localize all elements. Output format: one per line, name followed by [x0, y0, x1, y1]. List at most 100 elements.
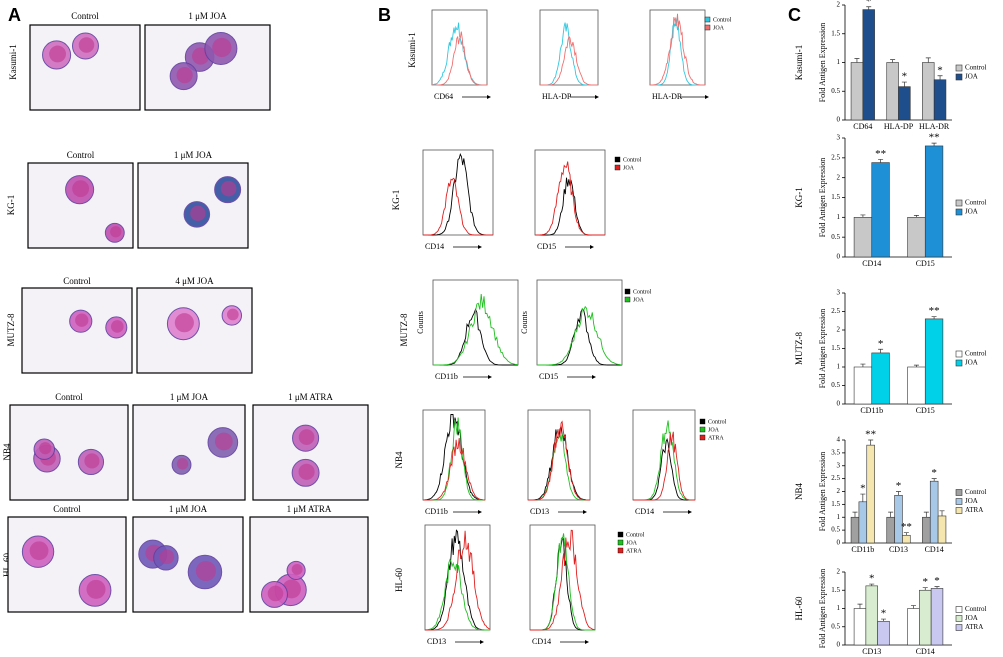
bar — [898, 86, 911, 121]
y-tick-label: 1.5 — [831, 586, 840, 594]
plot-frame — [529, 524, 596, 631]
marker-label: HLA-DP — [542, 92, 572, 101]
marker-label: CD14 — [635, 507, 654, 516]
y-tick-label: 1.5 — [831, 500, 840, 508]
plot-frame — [632, 409, 696, 501]
image-header: 4 μM JOA — [175, 276, 214, 286]
y-tick-label: 0 — [837, 641, 841, 649]
nucleus — [291, 563, 303, 575]
image-header: 1 μM JOA — [169, 504, 208, 514]
bar — [853, 366, 873, 405]
image-frame — [136, 287, 253, 374]
error-bar — [852, 511, 858, 518]
panel-label: A — [8, 5, 21, 25]
bar — [865, 585, 878, 646]
row-label: MUTZ-8 — [794, 332, 804, 365]
error-bar — [939, 510, 945, 516]
error-bar — [857, 603, 863, 609]
nucleus — [159, 549, 175, 565]
legend-swatch — [955, 73, 963, 81]
significance: ** — [901, 521, 912, 533]
error-bar — [890, 59, 896, 63]
legend-label: Control — [708, 419, 727, 425]
histogram-curve — [650, 13, 705, 86]
histogram-curve — [633, 431, 695, 501]
nucleus — [84, 453, 100, 469]
marker-label: CD11b — [425, 507, 448, 516]
plot-frame — [431, 9, 488, 86]
y-tick-label: 0.5 — [831, 622, 840, 630]
plot-frame — [432, 279, 519, 366]
row-label: Kasumi-1 — [794, 45, 804, 81]
y-tick-label: 2 — [837, 568, 841, 576]
histogram-curve — [423, 177, 493, 236]
marker-label: CD64 — [434, 92, 453, 101]
y-axis-label: Counts — [520, 311, 529, 334]
arrow-head — [583, 510, 587, 514]
row-label: NB4 — [2, 443, 12, 461]
y-axis-label: Fold Antigen Expression — [818, 452, 827, 532]
legend-label: JOA — [965, 497, 978, 505]
legend-label: JOA — [623, 165, 635, 171]
legend-label: Control — [965, 64, 986, 72]
arrow-head — [595, 95, 599, 99]
error-bar — [903, 532, 909, 536]
image-header: 1 μM ATRA — [288, 392, 333, 402]
nucleus — [220, 180, 237, 197]
row-label: HL-60 — [394, 568, 404, 592]
bar — [919, 589, 932, 646]
significance: ** — [929, 305, 940, 317]
bar — [929, 480, 939, 544]
error-bar — [881, 618, 887, 622]
bar — [871, 162, 890, 258]
legend-label: Control — [965, 199, 986, 207]
significance: ** — [875, 148, 886, 160]
bar — [877, 620, 890, 646]
legend-label: JOA — [626, 540, 638, 546]
image-header: Control — [53, 504, 81, 514]
bar — [853, 217, 873, 258]
significance: ** — [865, 429, 876, 441]
y-tick-label: 3.5 — [831, 448, 840, 456]
legend-label: Control — [965, 350, 986, 358]
bar — [922, 516, 931, 544]
error-bar — [896, 491, 901, 496]
row-label: NB4 — [394, 451, 404, 469]
bar — [850, 516, 860, 544]
error-bar — [923, 511, 929, 518]
error-bar — [922, 587, 928, 591]
nucleus — [29, 541, 49, 561]
legend-swatch — [704, 24, 711, 31]
significance: ** — [929, 132, 940, 144]
bar — [924, 318, 944, 405]
arrow-head — [590, 245, 594, 249]
y-tick-label: 2.5 — [831, 153, 840, 161]
nucleus — [212, 37, 232, 58]
image-header: 1 μM JOA — [188, 11, 227, 21]
x-tick-label: CD13 — [862, 647, 881, 656]
histogram-curve — [432, 31, 487, 86]
error-bar — [925, 57, 931, 63]
marker-label: HLA-DR — [652, 92, 683, 101]
nucleus — [298, 463, 315, 480]
nucleus — [214, 432, 233, 451]
image-frame — [9, 404, 129, 501]
marker-label: CD14 — [532, 637, 551, 646]
y-axis-label: Fold Antigen Expression — [818, 23, 827, 103]
significance: * — [878, 338, 884, 350]
nucleus — [174, 313, 194, 333]
histogram-curve — [528, 420, 590, 501]
error-bar — [868, 439, 874, 446]
marker-label: CD15 — [539, 372, 558, 381]
legend-label: Control — [965, 605, 986, 613]
marker-label: CD13 — [530, 507, 549, 516]
y-axis-label: Fold Antigen Expression — [818, 309, 827, 389]
y-tick-label: 0.5 — [831, 233, 840, 241]
image-header: Control — [71, 11, 99, 21]
nucleus — [195, 560, 216, 582]
error-bar — [854, 58, 860, 63]
legend-label: Control — [633, 289, 652, 295]
plot-frame — [539, 9, 599, 86]
legend-swatch — [955, 350, 963, 358]
nucleus — [75, 313, 89, 327]
